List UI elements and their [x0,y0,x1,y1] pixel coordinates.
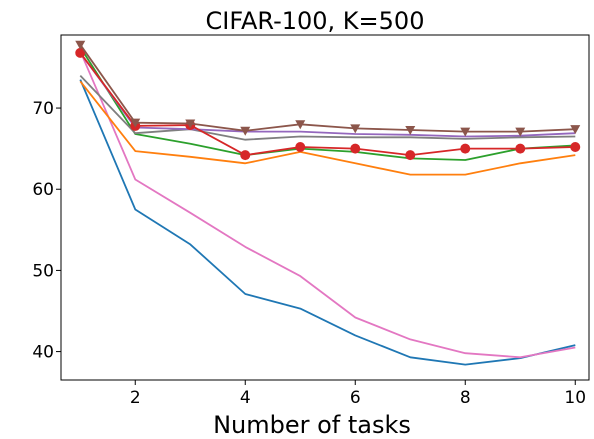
data-point [295,142,306,153]
data-point [130,118,141,128]
series-line [79,52,576,138]
x-tick-label: 10 [564,388,586,408]
x-axis: 2 4 6 8 10 [130,380,586,408]
data-point [75,40,86,50]
series-line [79,52,576,157]
series-1 [79,79,576,366]
data-point [405,150,416,161]
y-tick-label: 60 [32,180,54,200]
data-point [240,150,251,161]
data-point [515,143,526,154]
series-line [79,46,576,161]
x-tick-label: 4 [240,388,251,408]
data-point [405,125,416,135]
data-point [350,124,361,134]
series-2 [79,50,576,359]
series-line [79,80,576,176]
series-line [79,74,576,141]
series-line [79,79,576,366]
data-point [515,127,526,137]
data-point [240,126,251,136]
y-tick-label: 70 [32,99,54,119]
data-point [460,143,471,154]
chart-title: CIFAR-100, K=500 [206,7,425,35]
x-axis-label: Number of tasks [213,411,411,439]
series-line [79,44,576,133]
series-4 [79,46,576,161]
data-point [295,120,306,130]
data-point [350,143,361,154]
data-point [75,47,86,58]
data-point [185,119,196,129]
plot-frame [60,34,590,381]
y-axis: 40 50 60 70 [32,99,61,363]
data-point [570,142,581,153]
y-tick-label: 40 [32,343,54,363]
series-7 [75,47,581,161]
series-3 [79,80,576,176]
x-tick-label: 8 [460,388,471,408]
series-8 [75,40,581,137]
series-6 [79,52,576,138]
series-line [79,50,576,359]
series-layer [75,40,581,366]
data-point [570,125,581,135]
series-5 [79,74,576,141]
y-tick-label: 50 [32,261,54,281]
x-tick-label: 2 [130,388,141,408]
data-point [460,127,471,137]
x-tick-label: 6 [350,388,361,408]
